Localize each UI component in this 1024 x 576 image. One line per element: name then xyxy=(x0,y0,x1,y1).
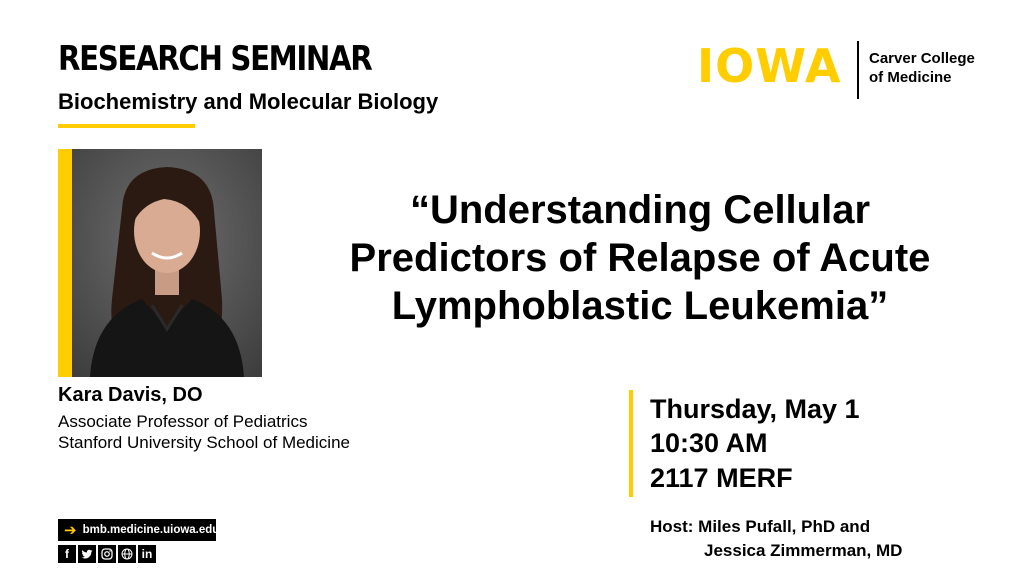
facebook-icon[interactable]: f xyxy=(58,545,76,563)
event-accent-bar xyxy=(629,390,633,497)
speaker-name: Kara Davis, DO xyxy=(58,384,203,406)
speaker-photo xyxy=(72,149,262,377)
seminar-title: RESEARCH SEMINAR xyxy=(58,39,373,79)
website-link[interactable]: ➔ bmb.medicine.uiowa.edu xyxy=(58,519,219,541)
college-name-line-1: Carver College xyxy=(869,50,975,67)
gold-divider xyxy=(58,124,195,128)
host-line-1: Host: Miles Pufall, PhD and xyxy=(650,517,871,536)
college-name-line-2: of Medicine xyxy=(869,69,952,86)
college-name: Carver College of Medicine xyxy=(869,49,975,87)
event-date: Thursday, May 1 xyxy=(650,394,860,424)
twitter-icon[interactable] xyxy=(78,545,96,563)
speaker-institution: Stanford University School of Medicine xyxy=(58,433,350,452)
globe-icon[interactable] xyxy=(118,545,136,563)
photo-accent-bar xyxy=(58,149,72,377)
arrow-right-icon: ➔ xyxy=(64,521,77,539)
talk-title-line-3: Lymphoblastic Leukemia” xyxy=(391,284,889,328)
instagram-icon[interactable] xyxy=(98,545,116,563)
speaker-position: Associate Professor of Pediatrics xyxy=(58,412,308,431)
linkedin-icon[interactable]: in xyxy=(138,545,156,563)
iowa-logo: IOWA xyxy=(697,39,842,93)
talk-title-line-1: “Understanding Cellular xyxy=(409,188,871,232)
department-name: Biochemistry and Molecular Biology xyxy=(58,89,439,114)
social-icons: f in xyxy=(58,545,156,563)
host-line-2: Jessica Zimmerman, MD xyxy=(704,541,903,560)
logo-divider xyxy=(857,41,859,99)
talk-title-line-2: Predictors of Relapse of Acute xyxy=(349,236,931,280)
event-time: 10:30 AM xyxy=(650,428,768,458)
website-url: bmb.medicine.uiowa.edu xyxy=(82,524,220,536)
event-location: 2117 MERF xyxy=(650,463,793,493)
talk-title: “Understanding Cellular Predictors of Re… xyxy=(285,186,995,330)
